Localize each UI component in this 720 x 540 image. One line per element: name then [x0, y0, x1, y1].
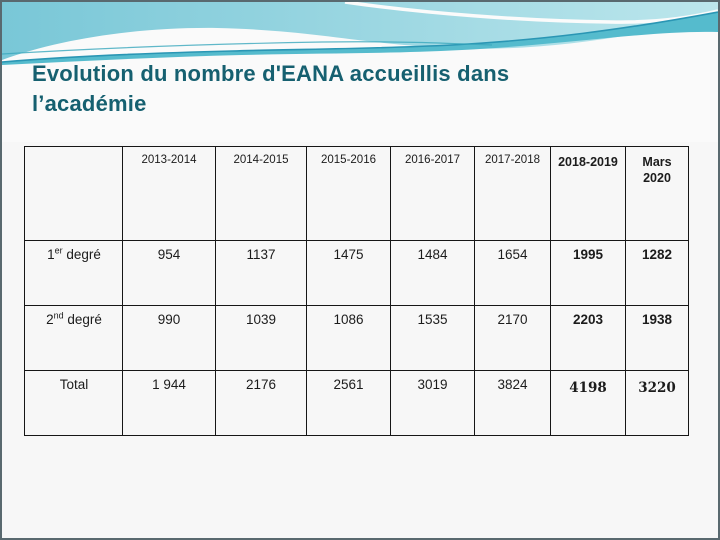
data-cell: 1535 [390, 305, 475, 371]
data-cell: 1 944 [122, 370, 216, 436]
col-header-2015-2016: 2015-2016 [306, 146, 391, 241]
row-label-text: 2 [46, 312, 54, 327]
data-cell: 1995 [550, 240, 626, 306]
row-total: Total 1 944 2176 2561 3019 3824 4198 322… [24, 370, 689, 436]
wave-stripe [2, 12, 718, 65]
data-cell: 2176 [215, 370, 307, 436]
data-cell: 2561 [306, 370, 391, 436]
data-table: 2013-2014 2014-2015 2015-2016 2016-2017 … [24, 146, 689, 436]
page-title: Evolution du nombre d'EANA accueillis da… [32, 59, 682, 119]
data-cell: 3824 [474, 370, 551, 436]
data-cell: 1654 [474, 240, 551, 306]
wave-white-hairline [344, 2, 718, 24]
col-header-mars-2020: Mars 2020 [625, 146, 689, 241]
row-label-text: degré [63, 312, 102, 327]
row-label-superscript: nd [53, 310, 64, 321]
wave-stripe-edge-line [2, 11, 718, 63]
row-label-text: Total [59, 377, 89, 392]
data-cell: 3019 [390, 370, 475, 436]
data-cell: 4198 [550, 370, 626, 436]
page-title-line1: Evolution du nombre d'EANA accueillis da… [32, 61, 510, 86]
data-cell: 1282 [625, 240, 689, 306]
row-label-text: degré [62, 247, 101, 262]
data-cell: 1039 [215, 305, 307, 371]
data-cell: 990 [122, 305, 216, 371]
header-row: 2013-2014 2014-2015 2015-2016 2016-2017 … [24, 146, 689, 241]
col-header-2013-2014: 2013-2014 [122, 146, 216, 241]
data-cell: 2170 [474, 305, 551, 371]
data-cell: 1086 [306, 305, 391, 371]
row-label-1er-degre: 1er degré [24, 240, 123, 306]
data-cell: 954 [122, 240, 216, 306]
col-header-2014-2015: 2014-2015 [215, 146, 307, 241]
wave-braid-hairline [2, 41, 493, 55]
data-cell: 1475 [306, 240, 391, 306]
col-header-2018-2019: 2018-2019 [550, 146, 626, 241]
corner-cell [24, 146, 123, 241]
col-header-2016-2017: 2016-2017 [390, 146, 475, 241]
row-label-total: Total [24, 370, 123, 436]
row-label-2nd-degre: 2nd degré [24, 305, 123, 371]
row-1er-degre: 1er degré 954 1137 1475 1484 1654 1995 1… [24, 240, 689, 306]
row-label-superscript: er [54, 245, 63, 256]
col-header-2017-2018: 2017-2018 [474, 146, 551, 241]
data-cell: 1137 [215, 240, 307, 306]
row-label-text: 1 [47, 247, 55, 262]
data-cell: 1938 [625, 305, 689, 371]
row-2nd-degre: 2nd degré 990 1039 1086 1535 2170 2203 1… [24, 305, 689, 371]
data-cell: 3220 [625, 370, 689, 436]
data-cell: 1484 [390, 240, 475, 306]
data-cell: 2203 [550, 305, 626, 371]
page-title-line2: l’académie [32, 91, 147, 116]
